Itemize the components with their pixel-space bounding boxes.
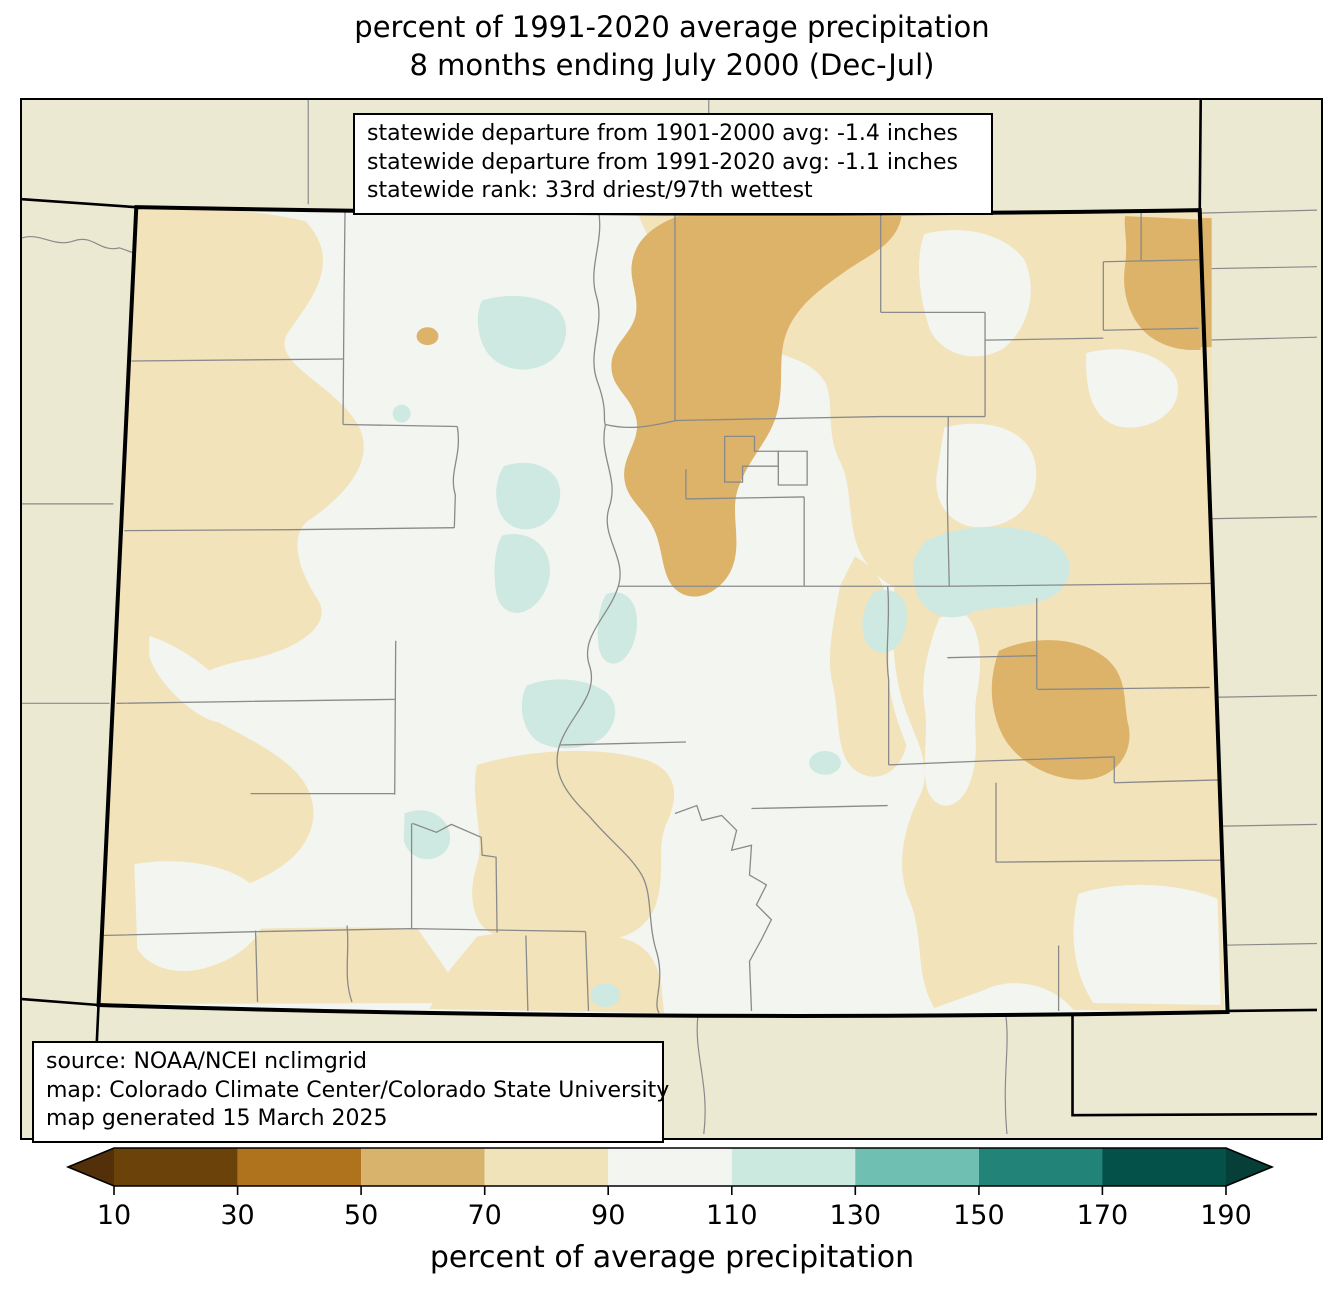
colorbar-tick-label: 190 — [1200, 1200, 1252, 1231]
title-line-1: percent of 1991-2020 average precipitati… — [354, 10, 990, 44]
county-lines — [102, 210, 1227, 1013]
mint-110-130-patches — [392, 295, 1070, 1007]
colorbar-axis-label: percent of average precipitation — [429, 1240, 915, 1275]
colorbar-tick-label: 70 — [467, 1200, 502, 1231]
precipitation-patches — [98, 207, 1225, 1013]
colorbar-under-arrow — [68, 1148, 114, 1186]
colorbar-tick-label: 10 — [96, 1200, 132, 1231]
stats-box: statewide departure from 1901-2000 avg: … — [353, 113, 993, 215]
colorbar-tick-label: 150 — [953, 1200, 1005, 1231]
colorbar-tick-labels: 10 30 50 70 90 110 130 150 170 190 — [0, 1200, 1344, 1234]
colorbar-tick-marks — [114, 1186, 1226, 1195]
stats-line-3: statewide rank: 33rd driest/97th wettest — [367, 178, 813, 203]
colorbar-over-arrow — [1226, 1148, 1272, 1186]
stats-line-2: statewide departure from 1991-2020 avg: … — [367, 149, 958, 175]
neighbor-county-lines — [22, 100, 1317, 1134]
map-frame: statewide departure from 1901-2000 avg: … — [20, 98, 1323, 1143]
source-line-1: source: NOAA/NCEI nclimgrid — [46, 1049, 367, 1074]
colorbar-tick-label: 90 — [591, 1200, 626, 1231]
page-title: percent of 1991-2020 average precipitati… — [0, 8, 1344, 84]
colorbar-tick-label: 130 — [829, 1200, 882, 1231]
colorbar-segments — [114, 1148, 1226, 1186]
source-line-3: map generated 15 March 2025 — [46, 1106, 388, 1131]
colorbar-tick-label: 30 — [220, 1200, 255, 1231]
dark-tan-50-70-patches — [416, 216, 1213, 780]
stats-line-1: statewide departure from 1901-2000 avg: … — [367, 121, 958, 146]
neighbor-state-borders — [22, 100, 1317, 1134]
source-line-2: map: Colorado Climate Center/Colorado St… — [46, 1077, 670, 1103]
title-line-2: 8 months ending July 2000 (Dec-Jul) — [409, 48, 935, 82]
colorbar-tick-label: 110 — [705, 1200, 758, 1231]
near-normal-holes — [134, 230, 1221, 1005]
colorbar — [0, 1142, 1344, 1198]
source-box: source: NOAA/NCEI nclimgrid map: Colorad… — [32, 1041, 670, 1143]
colorado-map-svg — [22, 100, 1317, 1134]
colorbar-tick-label: 170 — [1076, 1200, 1129, 1231]
colorbar-tick-label: 50 — [343, 1200, 379, 1231]
